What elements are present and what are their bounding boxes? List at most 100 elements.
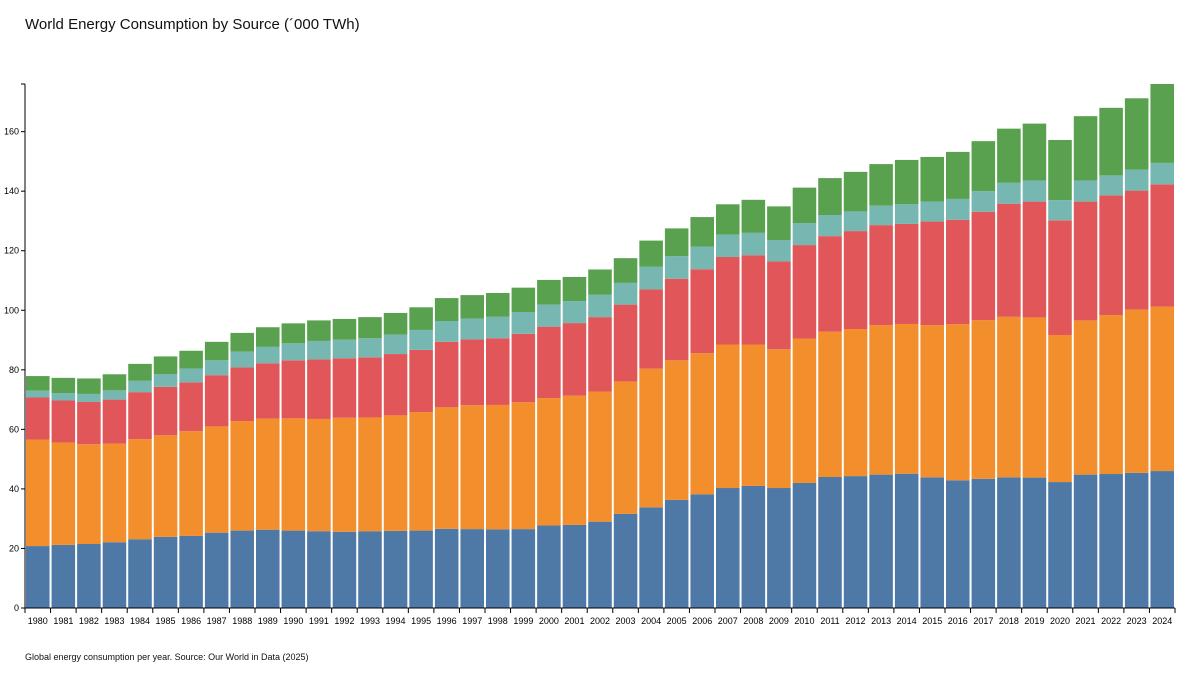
bar-segment-2015-series-2: [920, 325, 944, 478]
bar-segment-1999-series-1: [511, 529, 536, 608]
bar-segment-2008-series-4: [741, 232, 766, 256]
bar-segment-1990-series-4: [281, 343, 306, 361]
bar-segment-2023-series-4: [1124, 169, 1149, 191]
bar-segment-1989-series-1: [256, 529, 280, 608]
x-tick-label: 2010: [794, 616, 814, 626]
bar-segment-2023-series-2: [1124, 309, 1149, 473]
bar-segment-2008-series-2: [741, 344, 766, 486]
bar-segment-2010-series-4: [792, 223, 817, 246]
bar-segment-2018-series-1: [997, 477, 1021, 608]
bar-segment-1983-series-2: [102, 443, 127, 543]
bar-segment-2007-series-4: [716, 234, 740, 257]
bar-segment-2012-series-3: [843, 231, 868, 330]
bar-segment-1983-series-1: [102, 542, 127, 608]
bar-segment-2004-series-5: [639, 240, 663, 267]
bar-segment-2008-series-5: [741, 199, 766, 233]
bar-segment-1988-series-2: [230, 421, 254, 531]
bar-segment-1997-series-1: [460, 529, 484, 608]
bar-segment-1989-series-2: [256, 418, 280, 530]
x-tick-label: 1990: [283, 616, 303, 626]
bar-segment-1991-series-4: [307, 340, 331, 360]
x-tick-label: 2019: [1024, 616, 1044, 626]
bar-segment-2024-series-1: [1150, 471, 1174, 608]
x-tick-label: 1981: [53, 616, 73, 626]
bar-segment-2018-series-3: [997, 203, 1021, 317]
bar-segment-2005-series-1: [664, 499, 689, 608]
bar-segment-2004-series-2: [639, 368, 663, 508]
bar-segment-1988-series-3: [230, 367, 254, 422]
bar-segment-2015-series-1: [920, 477, 944, 608]
bar-segment-1996-series-1: [434, 528, 459, 608]
bar-segment-1997-series-5: [460, 295, 484, 319]
bar-segment-2003-series-1: [613, 513, 638, 608]
x-tick-label: 2000: [539, 616, 559, 626]
bar-segment-1989-series-3: [256, 363, 280, 419]
bar-segment-1999-series-4: [511, 312, 536, 334]
bar-segment-1994-series-4: [383, 334, 408, 355]
bar-segment-1995-series-2: [409, 412, 433, 531]
bar-segment-2006-series-4: [690, 246, 714, 270]
bar-segment-2008-series-1: [741, 485, 766, 608]
y-axis: 0 20 40 60 80 100 120 140 160: [4, 83, 26, 613]
y-tick-label: 80: [9, 365, 19, 375]
bar-segment-2015-series-5: [920, 156, 944, 202]
bar-segment-1987-series-1: [204, 532, 229, 608]
bar-segment-2005-series-5: [664, 228, 689, 257]
bar-segment-2020-series-2: [1048, 334, 1072, 483]
bar-segment-2001-series-1: [562, 524, 587, 608]
bar-segment-2004-series-3: [639, 289, 663, 369]
bar-segment-1983-series-3: [102, 399, 127, 444]
bar-segment-1988-series-5: [230, 332, 254, 352]
x-tick-label: 2017: [973, 616, 993, 626]
x-tick-label: 1980: [28, 616, 48, 626]
bar-segment-2011-series-2: [818, 331, 842, 477]
bar-segment-1981-series-3: [51, 400, 76, 443]
bar-segment-1993-series-3: [358, 357, 382, 418]
bar-segment-1980-series-1: [26, 546, 50, 608]
bar-segment-2012-series-4: [843, 211, 868, 232]
bar-segment-2001-series-2: [562, 395, 587, 525]
bar-segment-2004-series-1: [639, 507, 663, 608]
x-tick-label: 2001: [564, 616, 584, 626]
bar-segment-2006-series-5: [690, 217, 714, 247]
bar-segment-1987-series-3: [204, 375, 229, 427]
bar-segment-1986-series-4: [179, 368, 203, 383]
bar-segment-1992-series-1: [332, 531, 357, 608]
bar-segment-1984-series-3: [128, 392, 152, 440]
bar-segment-2018-series-4: [997, 182, 1021, 204]
bar-segment-2006-series-3: [690, 269, 714, 354]
bar-segment-1993-series-2: [358, 417, 382, 532]
bar-segment-2024-series-2: [1150, 306, 1174, 472]
bar-segment-2000-series-3: [537, 326, 561, 399]
bar-segment-2014-series-4: [894, 204, 919, 224]
bar-segment-2019-series-4: [1022, 180, 1047, 202]
y-tick-label: 100: [4, 305, 19, 315]
bar-segment-1991-series-3: [307, 359, 331, 419]
bar-segment-2000-series-2: [537, 398, 561, 526]
x-tick-label: 1983: [104, 616, 124, 626]
bar-segment-2017-series-1: [971, 478, 996, 608]
bar-segment-2017-series-3: [971, 211, 996, 321]
bar-segment-2002-series-5: [588, 269, 612, 295]
bar-segment-1998-series-2: [486, 404, 510, 530]
bar-segment-1999-series-3: [511, 333, 536, 403]
bar-segment-1997-series-3: [460, 339, 484, 406]
bar-segment-1987-series-5: [204, 341, 229, 361]
bar-segment-2005-series-3: [664, 278, 689, 361]
bar-segment-2017-series-5: [971, 141, 996, 192]
bar-segment-1993-series-4: [358, 338, 382, 358]
bar-segment-1983-series-5: [102, 374, 127, 391]
bar-segment-1995-series-4: [409, 329, 433, 350]
bar-segment-1984-series-4: [128, 380, 152, 393]
x-tick-label: 2023: [1127, 616, 1147, 626]
bar-segment-2020-series-4: [1048, 200, 1072, 221]
bar-segment-1987-series-4: [204, 360, 229, 376]
bar-segment-1980-series-4: [26, 390, 50, 398]
bar-segment-1988-series-1: [230, 530, 254, 608]
y-tick-label: 20: [9, 543, 19, 553]
bar-segment-2024-series-3: [1150, 184, 1174, 307]
bar-segment-2022-series-5: [1099, 107, 1123, 176]
bar-segment-2013-series-4: [869, 205, 893, 226]
bar-segment-2020-series-5: [1048, 139, 1072, 201]
bar-segment-2022-series-1: [1099, 474, 1123, 608]
